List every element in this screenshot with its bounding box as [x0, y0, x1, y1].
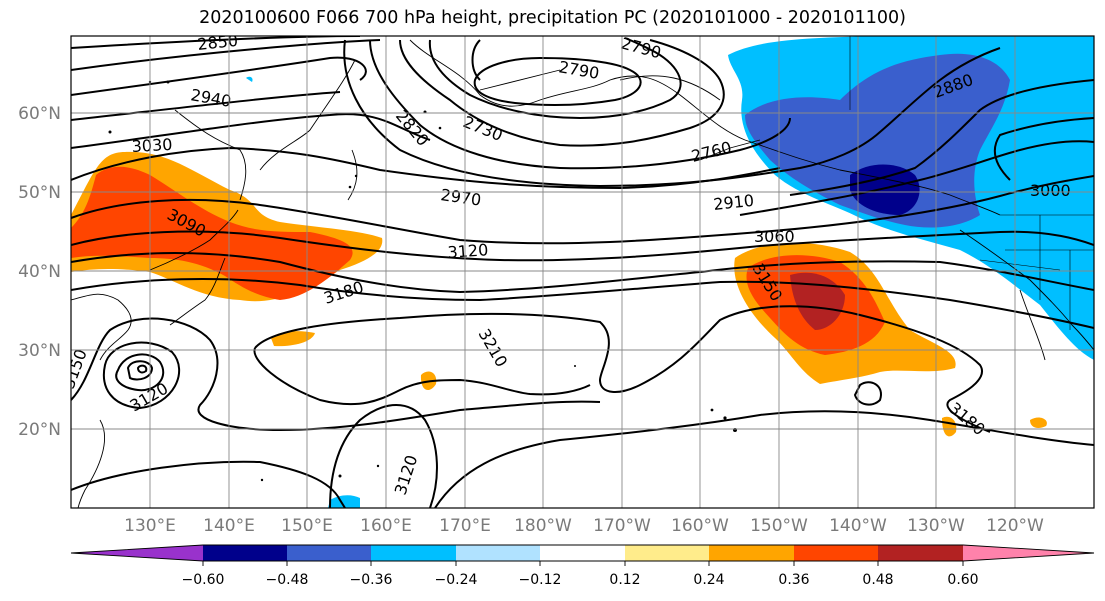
precip-negative-east: [246, 36, 1094, 508]
lon-label: 130°W: [907, 516, 965, 536]
political-borders: [849, 36, 1094, 330]
colorbar-tick-label: −0.24: [435, 572, 478, 588]
contour-label: 3120: [447, 240, 489, 262]
lon-label: 130°E: [124, 516, 176, 536]
contour-label: 3030: [131, 135, 173, 156]
colorbar-segment: [371, 545, 456, 561]
colorbar-tick-label: 0.12: [609, 572, 640, 588]
latitude-labels: 60°N 50°N 40°N 30°N 20°N: [18, 104, 61, 440]
lon-label: 170°W: [593, 516, 651, 536]
height-contours: [71, 36, 1094, 508]
colorbar-segment: [203, 545, 287, 561]
colorbar-tick-label: −0.48: [266, 572, 309, 588]
lat-label: 40°N: [18, 262, 61, 282]
lon-label: 160°E: [360, 516, 412, 536]
colorbar-segment: [456, 545, 540, 561]
lat-label: 60°N: [18, 104, 61, 124]
lon-label: 120°W: [986, 516, 1044, 536]
colorbar-tick-label: −0.36: [350, 572, 393, 588]
colorbar-segment: [71, 545, 203, 561]
lat-label: 50°N: [18, 183, 61, 203]
map-frame: [70, 35, 1095, 509]
contour-label: 3060: [754, 227, 795, 246]
map-title: 2020100600 F066 700 hPa height, precipit…: [199, 8, 906, 28]
colorbar-segment: [878, 545, 963, 561]
graticule: [71, 36, 1094, 508]
lon-label: 140°W: [829, 516, 887, 536]
contour-label: 2850: [196, 31, 238, 54]
colorbar-tick-label: 0.24: [693, 572, 724, 588]
colorbar: −0.60 −0.48 −0.36 −0.24 −0.12 0.12 0.24 …: [70, 544, 1095, 588]
colorbar-segment: [794, 545, 878, 561]
colorbar-segment: [709, 545, 794, 561]
map-plot-area: 2850 2790 2790 2940 3030 2820 2730 2760 …: [71, 31, 1094, 508]
colorbar-tick-label: 0.60: [947, 572, 978, 588]
lon-label: 150°E: [281, 516, 333, 536]
lon-label: 170°E: [439, 516, 491, 536]
longitude-labels: 130°E 140°E 150°E 160°E 170°E 180°W 170°…: [124, 516, 1044, 536]
colorbar-tick-label: 0.48: [862, 572, 893, 588]
lat-label: 30°N: [18, 341, 61, 361]
lon-label: 150°W: [750, 516, 808, 536]
lat-label: 20°N: [18, 420, 61, 440]
contour-label: 3000: [1030, 181, 1071, 200]
colorbar-tick-label: −0.12: [519, 572, 562, 588]
colorbar-segment: [625, 545, 709, 561]
colorbar-segment: [540, 545, 625, 561]
precip-positive-east: [734, 242, 1047, 437]
lon-label: 160°W: [671, 516, 729, 536]
colorbar-segment: [287, 545, 371, 561]
colorbar-tick-label: 0.36: [778, 572, 809, 588]
colorbar-tick-label: −0.60: [182, 572, 225, 588]
colorbar-segment: [963, 545, 1094, 561]
lon-label: 180°W: [514, 516, 572, 536]
lon-label: 140°E: [203, 516, 255, 536]
contour-label: 2910: [712, 191, 754, 214]
